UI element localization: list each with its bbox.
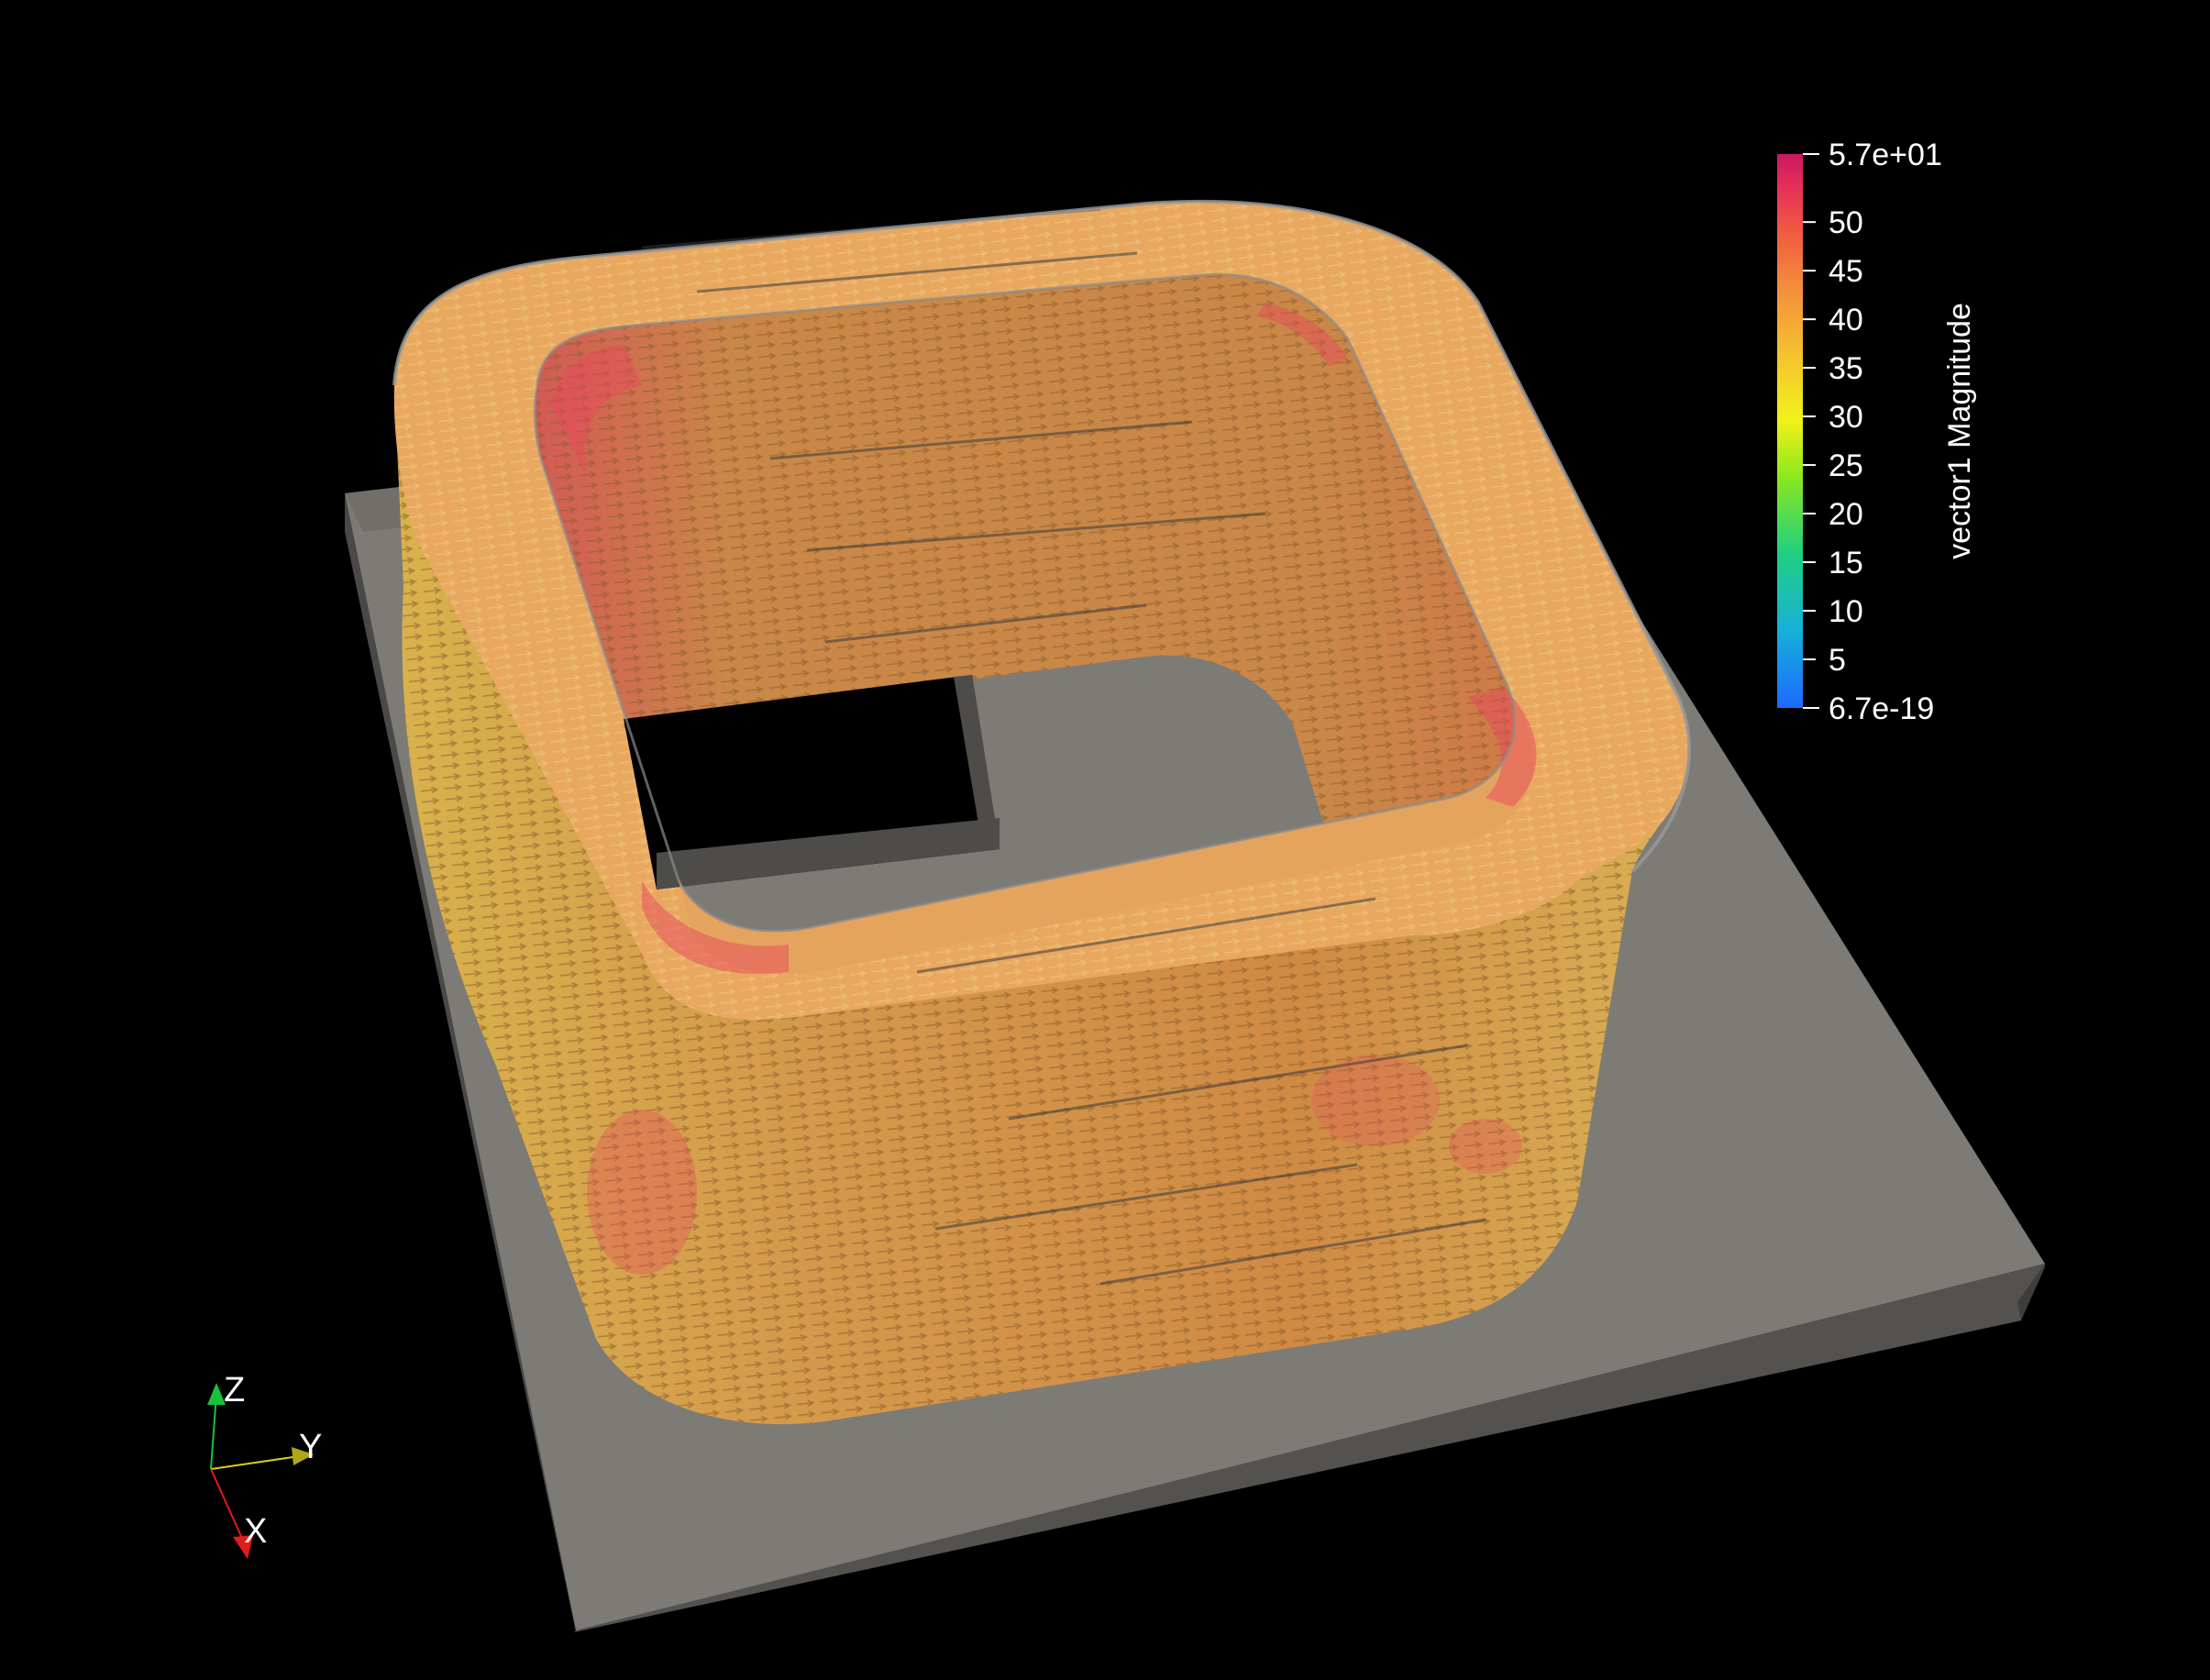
coil bbox=[392, 199, 1691, 1425]
colorbar-tick-label: 15 bbox=[1829, 546, 1863, 580]
colorbar-tick-label: 35 bbox=[1829, 351, 1863, 386]
z-axis-arrow-icon bbox=[207, 1383, 226, 1405]
x-axis-label: X bbox=[244, 1512, 267, 1551]
colorbar-title: vector1 Magnitude bbox=[1942, 303, 1977, 559]
y-axis-arrow-icon bbox=[292, 1447, 314, 1465]
y-axis-label: Y bbox=[299, 1428, 322, 1466]
z-axis-label: Z bbox=[224, 1371, 245, 1409]
colorbar-ticks: 50 45 40 35 30 25 20 15 10 5 bbox=[1803, 205, 1863, 678]
colorbar: 50 45 40 35 30 25 20 15 10 5 5.7e+01 6.7e-19 vect… bbox=[1777, 138, 1977, 726]
orientation-axes: Z Y X bbox=[207, 1371, 322, 1559]
colorbar-min-label: 6.7e-19 bbox=[1829, 691, 1934, 726]
colorbar-tick-label: 5 bbox=[1829, 643, 1846, 678]
colorbar-tick-label: 10 bbox=[1829, 594, 1863, 629]
colorbar-tick-label: 25 bbox=[1829, 448, 1863, 483]
colorbar-tick-label: 20 bbox=[1829, 497, 1863, 532]
colorbar-tick-label: 40 bbox=[1829, 303, 1863, 337]
colorbar-tick-label: 30 bbox=[1829, 400, 1863, 435]
colorbar-tick-label: 45 bbox=[1829, 254, 1863, 289]
colorbar-max-label: 5.7e+01 bbox=[1829, 138, 1942, 172]
colorbar-gradient bbox=[1777, 154, 1803, 708]
x-axis-arrow-icon bbox=[233, 1535, 253, 1559]
colorbar-tick-label: 50 bbox=[1829, 205, 1863, 240]
